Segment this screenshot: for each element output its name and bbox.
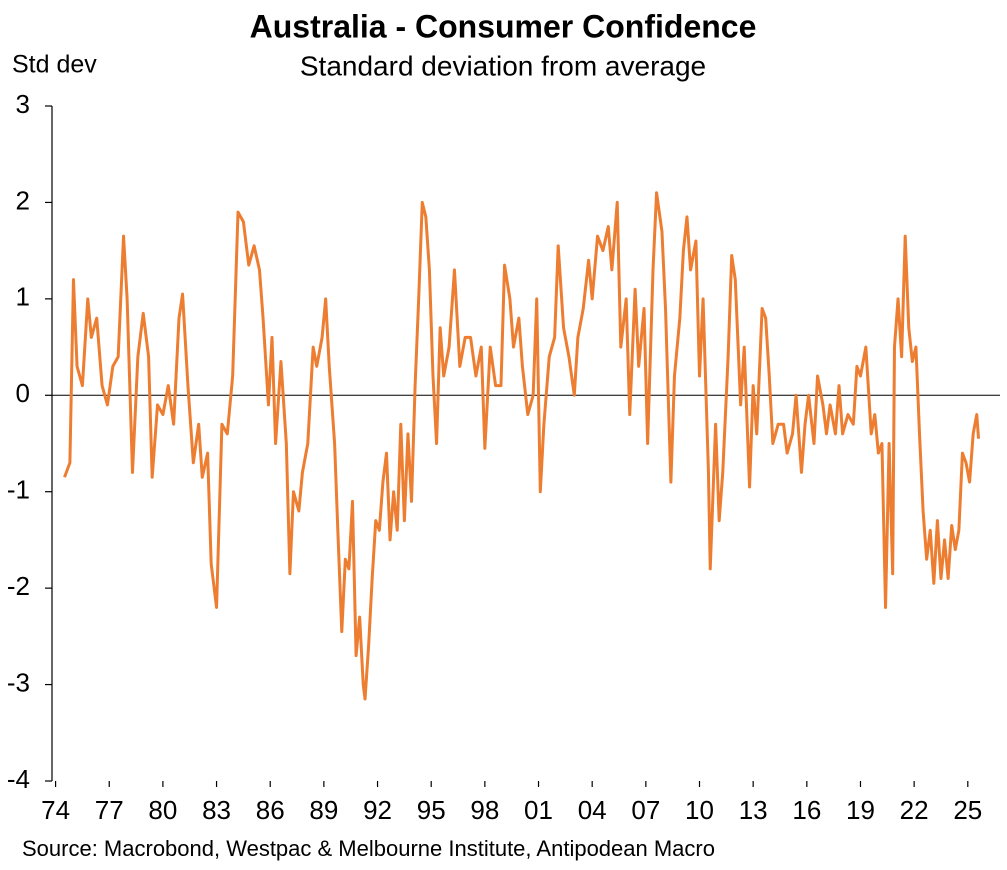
y-tick-label: 2 bbox=[16, 185, 30, 215]
x-tick-label: 95 bbox=[417, 795, 446, 825]
y-tick-label: 0 bbox=[16, 378, 30, 408]
y-axis-label: Std dev bbox=[12, 51, 97, 79]
chart-subtitle: Standard deviation from average bbox=[300, 50, 706, 81]
x-tick-label: 83 bbox=[202, 795, 231, 825]
x-tick-label: 22 bbox=[900, 795, 929, 825]
y-tick-label: 1 bbox=[16, 282, 30, 312]
x-tick-label: 25 bbox=[953, 795, 982, 825]
x-tick-label: 77 bbox=[95, 795, 124, 825]
x-tick-label: 89 bbox=[309, 795, 338, 825]
y-tick-label: -2 bbox=[7, 571, 30, 601]
x-tick-label: 80 bbox=[148, 795, 177, 825]
chart-title: Australia - Consumer Confidence bbox=[250, 8, 757, 44]
x-tick-label: 16 bbox=[792, 795, 821, 825]
y-tick-label: 3 bbox=[16, 89, 30, 119]
x-tick-label: 13 bbox=[739, 795, 768, 825]
x-tick-label: 74 bbox=[41, 795, 70, 825]
y-tick-label: -4 bbox=[7, 764, 30, 794]
x-tick-label: 19 bbox=[846, 795, 875, 825]
x-tick-label: 01 bbox=[524, 795, 553, 825]
x-tick-label: 98 bbox=[470, 795, 499, 825]
data-line bbox=[63, 191, 981, 701]
y-tick-label: -3 bbox=[7, 667, 30, 697]
x-tick-label: 92 bbox=[363, 795, 392, 825]
x-tick-label: 86 bbox=[256, 795, 285, 825]
source-note: Source: Macrobond, Westpac & Melbourne I… bbox=[22, 836, 715, 861]
x-tick-label: 07 bbox=[631, 795, 660, 825]
x-tick-label: 10 bbox=[685, 795, 714, 825]
x-tick-label: 04 bbox=[578, 795, 607, 825]
y-tick-label: -1 bbox=[7, 475, 30, 505]
